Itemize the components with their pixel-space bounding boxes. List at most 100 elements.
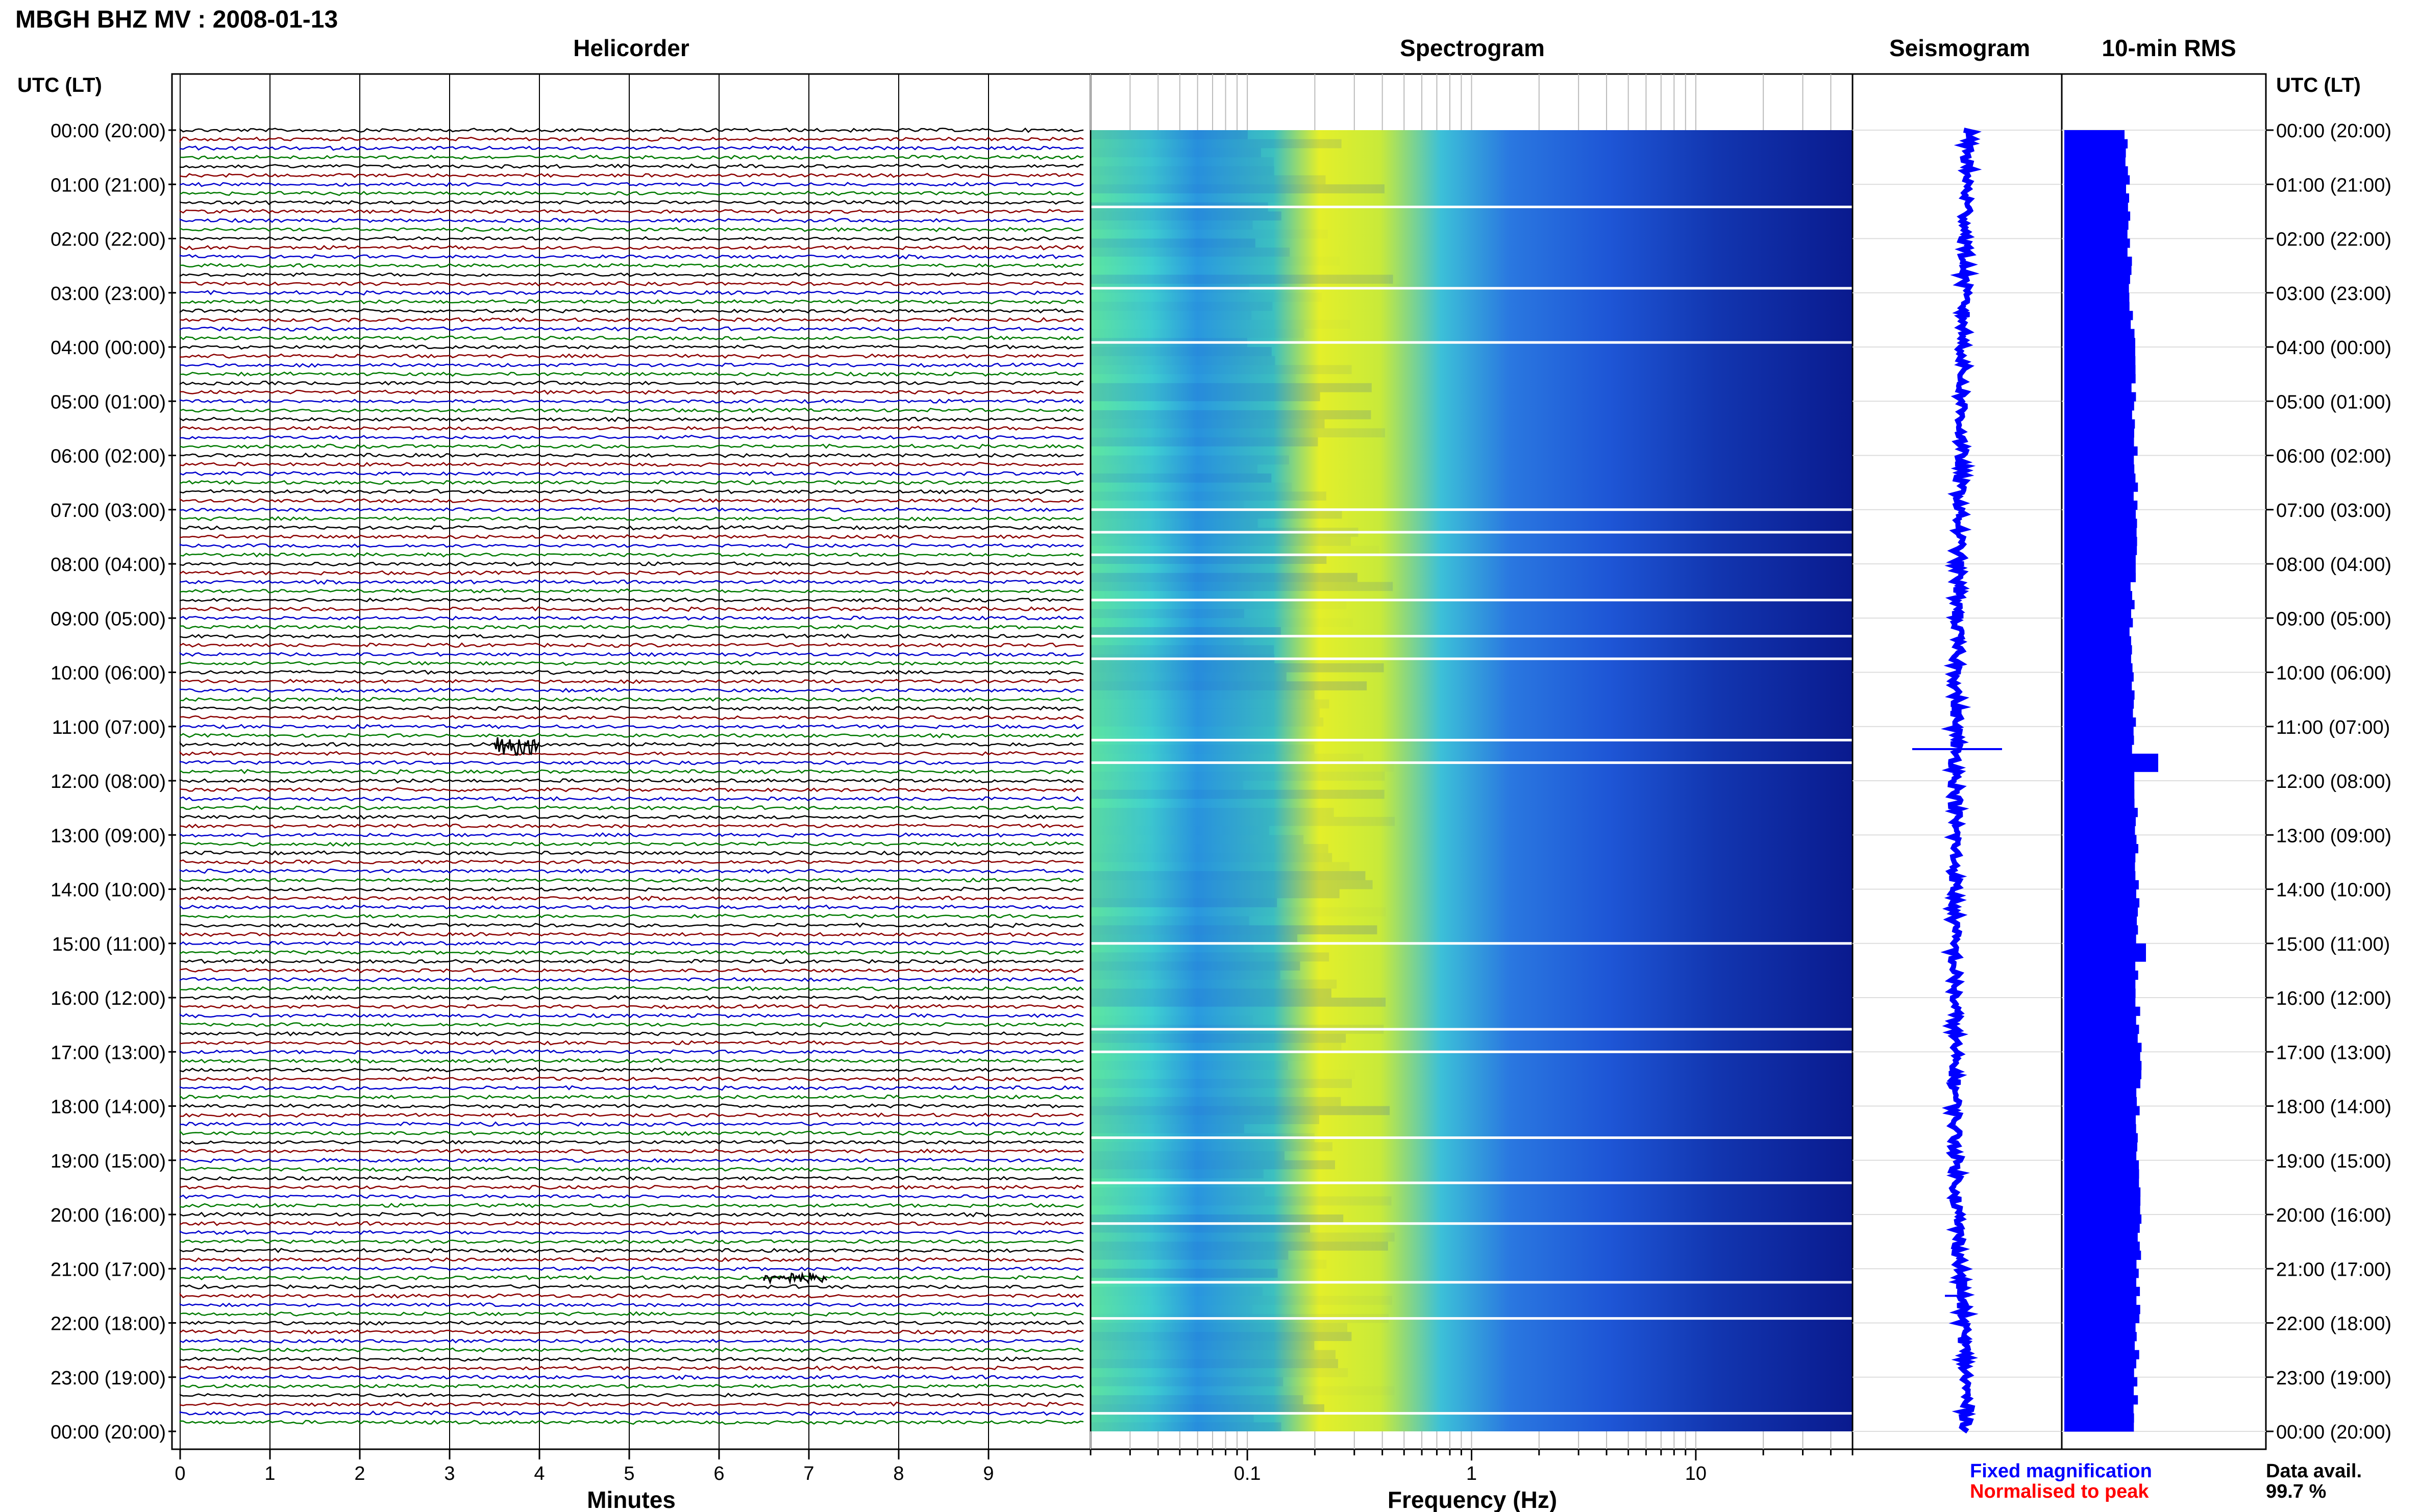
- rms-bar: [2064, 609, 2131, 618]
- spectrogram-row-shade: [1091, 645, 1274, 655]
- spectrogram-row-shade: [1091, 1106, 1390, 1116]
- helicorder-trace: [179, 579, 1084, 585]
- helicorder-trace: [179, 1129, 1084, 1136]
- spectrogram-row-shade: [1091, 1169, 1264, 1179]
- spectrogram-row-shade: [1091, 618, 1353, 627]
- rms-bar: [2064, 193, 2129, 203]
- hour-label-left: 08:00 (04:00): [51, 554, 166, 576]
- rms-bar: [2064, 862, 2135, 872]
- spectrogram-row-shade: [1091, 1214, 1344, 1224]
- rms-bar: [2064, 428, 2134, 438]
- helicorder-trace: [179, 425, 1084, 431]
- helicorder-trace: [179, 136, 1084, 143]
- hour-label-left: 15:00 (11:00): [52, 934, 166, 955]
- rms-bar: [2064, 401, 2134, 411]
- spectrogram-row-shade: [1091, 356, 1275, 365]
- hour-label-left: 01:00 (21:00): [51, 175, 166, 196]
- rms-bar: [2064, 591, 2132, 601]
- helicorder-trace: [179, 1275, 1084, 1281]
- rms-bar: [2064, 799, 2135, 808]
- rms-bar: [2064, 1305, 2140, 1315]
- rms-bar: [2064, 880, 2139, 889]
- rms-bar: [2064, 383, 2132, 392]
- spectrogram-row-shade: [1091, 501, 1244, 510]
- spectrogram-row-shade: [1091, 871, 1366, 880]
- helicorder-trace: [179, 470, 1084, 477]
- spectrogram-row-shade: [1091, 944, 1254, 953]
- helicorder-trace: [179, 227, 1084, 233]
- rms-bar: [2064, 726, 2134, 736]
- rms-bar: [2064, 1250, 2141, 1260]
- rms-bar: [2064, 546, 2137, 555]
- spectrogram-row-shade: [1091, 148, 1261, 158]
- helicorder-trace: [179, 236, 1084, 241]
- rms-bar: [2064, 1160, 2139, 1170]
- rms-bar: [2064, 573, 2136, 582]
- spectrogram-row-shade: [1091, 247, 1290, 257]
- rms-bar: [2064, 970, 2138, 980]
- helicorder-xlabel: Minutes: [587, 1486, 676, 1512]
- helicorder-trace: [179, 995, 1084, 1001]
- spectrogram-row-shade: [1091, 419, 1325, 429]
- spectrogram-row-shade: [1091, 690, 1315, 700]
- helicorder-trace: [179, 127, 1084, 133]
- helicorder-trace: [179, 1094, 1084, 1100]
- helicorder-x-tick-label: 5: [624, 1463, 634, 1484]
- rms-bar: [2064, 717, 2136, 727]
- hour-label-right: 18:00 (14:00): [2276, 1097, 2391, 1118]
- rms-bar: [2064, 1359, 2136, 1369]
- helicorder-trace: [179, 679, 1084, 684]
- spectrogram-row-shade: [1091, 536, 1351, 546]
- helicorder-trace: [179, 281, 1084, 287]
- spectrogram-row-shade: [1091, 880, 1373, 889]
- hour-label-left: 04:00 (00:00): [51, 337, 166, 359]
- helicorder-trace: [179, 182, 1084, 187]
- spectrogram-row-shade: [1091, 844, 1328, 853]
- rms-bar: [2064, 1133, 2138, 1143]
- helicorder-trace: [179, 344, 1084, 350]
- spectrogram-row-shade: [1091, 1332, 1352, 1341]
- rms-bar: [2064, 139, 2128, 148]
- spectrogram-row-shade: [1091, 853, 1332, 862]
- rms-bar: [2064, 1115, 2136, 1125]
- spectrogram-row-shade: [1091, 211, 1281, 221]
- rms-bar: [2064, 1070, 2141, 1079]
- helicorder-trace: [179, 904, 1084, 910]
- hour-label-right: 13:00 (09:00): [2276, 825, 2391, 847]
- hour-label-right: 17:00 (13:00): [2276, 1042, 2391, 1063]
- helicorder-trace: [179, 931, 1084, 937]
- helicorder-trace: [179, 606, 1084, 612]
- spectrogram-row-shade: [1091, 708, 1320, 718]
- helicorder-trace: [179, 145, 1084, 151]
- spectrogram-row-shade: [1091, 329, 1304, 338]
- helicorder-trace: [179, 1257, 1084, 1262]
- helicorder-trace: [179, 597, 1084, 603]
- hour-label-left: 12:00 (08:00): [51, 771, 166, 792]
- spectrogram-row-shade: [1091, 600, 1346, 609]
- spectrogram-row-shade: [1091, 347, 1272, 356]
- hour-label-left: 21:00 (17:00): [51, 1259, 166, 1280]
- hour-label-left: 17:00 (13:00): [51, 1042, 166, 1063]
- spectrogram-row-shade: [1091, 609, 1244, 618]
- rms-bar: [2064, 1178, 2139, 1188]
- rms-bar: [2064, 1006, 2140, 1016]
- rms-bar: [2064, 564, 2136, 574]
- helicorder-trace: [179, 163, 1084, 169]
- helicorder-trace: [180, 1238, 1084, 1245]
- helicorder-trace: [179, 1320, 1084, 1326]
- helicorder-x-tick-label: 9: [983, 1463, 994, 1484]
- helicorder-trace: [179, 859, 1084, 865]
- spectrogram-row-shade: [1091, 663, 1384, 673]
- spectrogram-row-shade: [1091, 1060, 1288, 1070]
- spectrogram-row-shade: [1091, 238, 1255, 248]
- spectrogram-row-shade: [1091, 1323, 1347, 1332]
- spectrogram-row-shade: [1091, 483, 1292, 492]
- helicorder-trace: [179, 741, 1084, 748]
- spectrogram-row-shade: [1091, 862, 1350, 872]
- helicorder-trace: [179, 516, 1084, 522]
- rms-bar: [2064, 220, 2129, 230]
- spectrogram-row-shade: [1091, 781, 1244, 790]
- helicorder-trace: [179, 1311, 1084, 1317]
- helicorder-trace: [179, 1076, 1084, 1082]
- spectrogram-row-shade: [1091, 681, 1367, 690]
